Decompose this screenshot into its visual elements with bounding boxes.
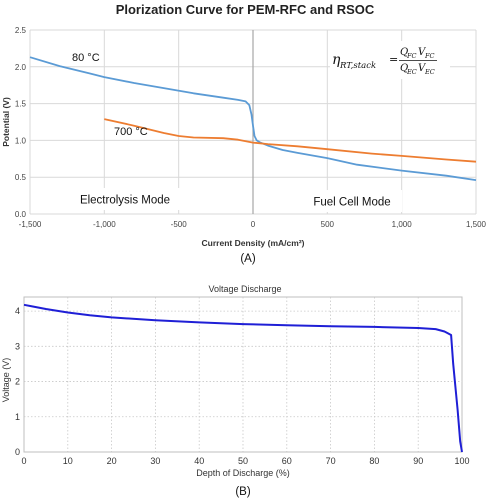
chart-a-y-ticks: 0.0 0.5 1.0 1.5 2.0 2.5 — [15, 26, 27, 219]
chart-a-title: Plorization Curve for PEM-RFC and RSOC — [116, 2, 375, 17]
chart-a-x-tick: -1,000 — [93, 220, 116, 229]
chart-b-x-tick: 30 — [150, 456, 160, 466]
chart-a-x-tick: -500 — [171, 220, 188, 229]
chart-a-x-tick: -1,500 — [19, 220, 42, 229]
chart-b-y-ticks: 0 1 2 3 4 — [15, 306, 20, 457]
chart-b-grid — [23, 296, 463, 453]
eq-num-q: Q — [400, 47, 408, 58]
chart-a-series — [29, 56, 477, 181]
chart-b-title: Voltage Discharge — [208, 284, 281, 294]
eq-den-q-sub: EC — [406, 68, 417, 76]
series-700c-line — [104, 118, 477, 163]
chart-b-series — [23, 303, 463, 453]
chart-a-y-tick: 1.5 — [15, 100, 27, 109]
polarization-chart: Plorization Curve for PEM-RFC and RSOC 0… — [1, 2, 487, 265]
chart-b-x-tick: 20 — [107, 456, 117, 466]
chart-b-x-tick: 0 — [21, 456, 26, 466]
label-700c: 700 °C — [114, 126, 148, 138]
fuel-cell-mode-label: Fuel Cell Mode — [313, 197, 390, 209]
panel-label-b: (B) — [235, 486, 251, 498]
chart-b-x-tick: 80 — [369, 456, 379, 466]
chart-a-x-ticks: -1,500 -1,000 -500 0 500 1,000 1,500 — [19, 220, 487, 229]
chart-a-y-tick: 2.0 — [15, 63, 27, 72]
eq-den-v: V — [418, 63, 427, 74]
chart-a-y-tick: 2.5 — [15, 26, 27, 35]
chart-b-x-ticks: 0 10 20 30 40 50 60 70 80 90 100 — [21, 456, 469, 466]
eq-num-q-sub: FC — [406, 52, 417, 60]
chart-b-y-tick: 1 — [15, 412, 20, 422]
chart-b-y-tick: 2 — [15, 377, 20, 387]
chart-a-x-tick: 1,500 — [466, 220, 487, 229]
chart-a-y-tick: 0.0 — [15, 210, 27, 219]
voltage-discharge-line — [23, 303, 463, 453]
chart-b-y-tick: 4 — [15, 306, 20, 316]
chart-b-x-tick: 70 — [326, 456, 336, 466]
chart-a-y-label: Potential (V) — [1, 97, 11, 147]
chart-b-x-tick: 60 — [282, 456, 292, 466]
chart-b-y-label: Voltage (V) — [1, 358, 11, 403]
voltage-discharge-chart: Voltage Discharge 0 1 2 3 4 0 10 20 30 40 50 60 70 8… — [1, 284, 470, 498]
chart-b-y-tick: 0 — [15, 447, 20, 457]
chart-b-x-tick: 40 — [194, 456, 204, 466]
eq-eta-sub: RT,stack — [339, 61, 376, 71]
eq-num-v-sub: FC — [424, 52, 435, 60]
chart-b-x-tick: 100 — [454, 456, 469, 466]
label-80c: 80 °C — [72, 52, 100, 64]
efficiency-equation: η RT,stack = Q FC V FC Q EC V EC — [330, 41, 450, 79]
chart-a-y-tick: 0.5 — [15, 173, 27, 182]
eq-equals: = — [389, 53, 398, 66]
chart-b-x-tick: 90 — [413, 456, 423, 466]
chart-b-y-tick: 3 — [15, 341, 20, 351]
electrolysis-mode-box: Electrolysis Mode — [70, 188, 180, 210]
eq-num-v: V — [418, 47, 427, 58]
eq-den-v-sub: EC — [424, 68, 435, 76]
chart-a-x-tick: 1,000 — [392, 220, 413, 229]
eq-den-q: Q — [400, 63, 408, 74]
chart-a-x-tick: 500 — [321, 220, 335, 229]
chart-b-x-tick: 50 — [238, 456, 248, 466]
chart-b-x-label: Depth of Discharge (%) — [196, 468, 290, 478]
fuel-cell-mode-box: Fuel Cell Mode — [302, 190, 402, 212]
chart-a-x-tick: 0 — [251, 220, 256, 229]
chart-a-y-tick: 1.0 — [15, 136, 27, 145]
chart-a-x-label: Current Density (mA/cm²) — [202, 238, 305, 248]
panel-label-a: (A) — [240, 253, 256, 265]
series-80c-line — [29, 56, 477, 181]
eq-eta: η — [332, 52, 341, 68]
chart-b-x-tick: 10 — [63, 456, 73, 466]
electrolysis-mode-label: Electrolysis Mode — [80, 195, 170, 207]
